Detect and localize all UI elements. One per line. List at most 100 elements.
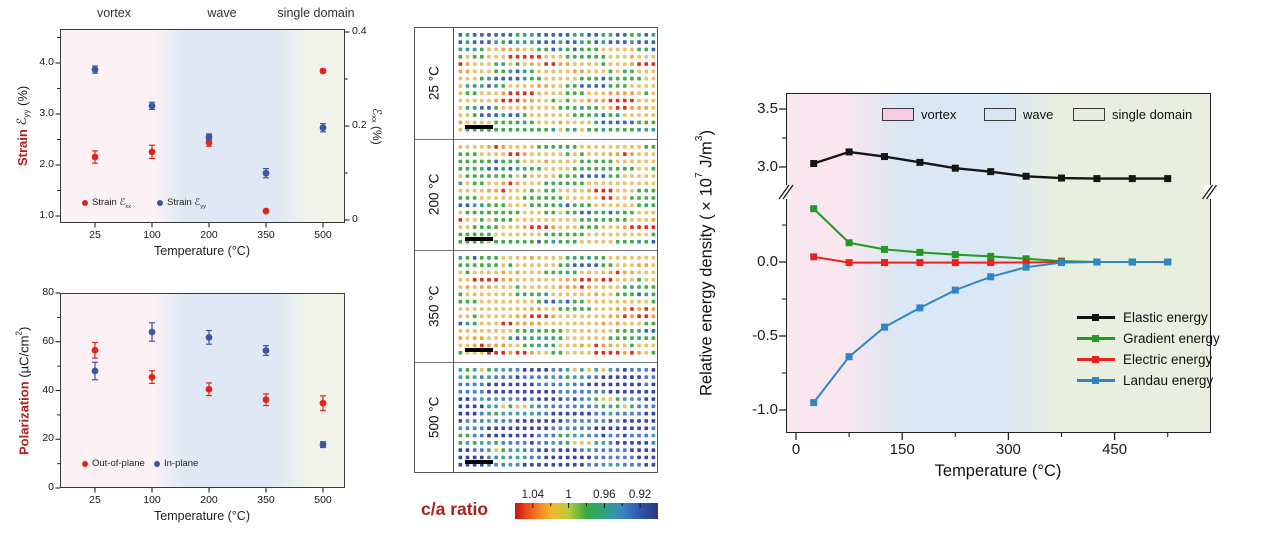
energy-y-tick-label: 0.0 — [757, 253, 778, 270]
region-legend-single-domain: single domain — [1073, 107, 1192, 122]
ca-map-label-500c: 500 °C — [426, 396, 442, 438]
polarization-plot — [55, 292, 345, 493]
polarization-plot-y-tick-label: 20 — [42, 432, 54, 445]
colorbar-tick-label: 0.92 — [628, 489, 652, 501]
energy-y-tick-label: -0.5 — [752, 327, 778, 344]
colorbar-ticks — [532, 503, 641, 508]
strain-plot-x-tick-label: 350 — [257, 229, 275, 241]
strain-x-axis-title: Temperature (°C) — [154, 244, 250, 258]
axis-break-mark — [1201, 184, 1218, 200]
ca-map-dots-200C — [458, 144, 656, 244]
ca-map-label-200c: 200 °C — [426, 173, 442, 215]
energy-series-landau-energy — [810, 258, 1172, 407]
gradient-energy-marker — [1092, 334, 1099, 342]
energy-y-axis-title: Relative energy density (×107 J/m3) — [693, 130, 716, 396]
electric-energy-marker — [1092, 355, 1099, 363]
landau-energy-marker — [1092, 376, 1099, 384]
strain-plot-y-tick-label: 4.0 — [39, 56, 54, 68]
single-domain-swatch — [1073, 108, 1105, 121]
ca-map-label-divider — [453, 27, 454, 473]
elastic-energy-marker — [1092, 313, 1099, 321]
polarization-plot-x-tick-label: 500 — [314, 494, 332, 506]
energy-x-tick-label: 450 — [1102, 441, 1128, 458]
ca-map-divider — [415, 250, 657, 251]
strain-plot-right-tick-label: 0 — [352, 213, 358, 225]
region-label-wave: wave — [207, 6, 237, 20]
polarization-plot-series-1 — [91, 322, 327, 449]
energy-y-tick-label: 3.0 — [757, 158, 778, 175]
ca-map-divider — [415, 138, 657, 140]
strain-plot-series-1 — [91, 65, 327, 179]
strain-plot-right-tick-label: 0.4 — [352, 25, 367, 37]
strain-plot-y-tick-label: 2.0 — [39, 158, 54, 170]
energy-x-axis-title: Temperature (°C) — [934, 462, 1062, 480]
strain-plot-y-tick-label: 3.0 — [39, 107, 54, 119]
energy-plot-svg — [778, 108, 1218, 440]
strain-plot-svg — [55, 31, 350, 228]
strain-right-axis-title: ℰxx (%) — [369, 107, 385, 145]
colorbar-tick-label: 1 — [565, 489, 572, 501]
landau-energy-line — [1077, 376, 1115, 384]
ca-map-dots-350C — [458, 256, 656, 355]
elastic-energy-line — [1077, 313, 1115, 321]
legend-landau-energy: Landau energy — [1077, 373, 1213, 388]
legend-elastic-energy: Elastic energy — [1077, 310, 1208, 325]
polarization-plot-svg — [55, 292, 327, 493]
energy-series-gradient-energy — [810, 205, 1172, 266]
colorbar-tick-label: 1.04 — [521, 489, 545, 501]
colorbar-tick-label: 0.96 — [593, 489, 616, 501]
polarization-plot-x-tick-label: 350 — [257, 494, 275, 506]
energy-x-tick-label: 0 — [791, 441, 801, 458]
axis-break-mark — [778, 184, 794, 200]
wave-swatch — [984, 108, 1016, 121]
polarization-plot-x-tick-label: 100 — [143, 494, 161, 506]
region-legend-vortex: vortex — [882, 107, 956, 122]
electric-energy-line — [1077, 355, 1115, 363]
region-legend-wave: wave — [984, 107, 1053, 122]
energy-x-tick-label: 150 — [889, 441, 915, 458]
polarization-plot-y-tick-label: 40 — [42, 383, 54, 396]
polarization-plot-series-0 — [91, 341, 327, 412]
energy-y-tick-label: 3.5 — [757, 100, 778, 117]
colorbar-title: c/a ratio — [421, 499, 489, 519]
legend-gradient-energy: Gradient energy — [1077, 331, 1220, 346]
legend-electric-energy: Electric energy — [1077, 352, 1212, 367]
legend-out-of-plane: Out-of-plane — [82, 458, 145, 469]
strain-plot-x-tick-label: 500 — [314, 229, 332, 241]
legend-strain-eyy-label: Strain ℰyy — [167, 197, 207, 210]
strain-plot-y-tick-label: 1.0 — [39, 209, 54, 221]
out-of-plane-marker — [82, 460, 88, 467]
energy-series-elastic-energy — [810, 148, 1172, 183]
strain-plot-x-tick-label: 25 — [89, 229, 101, 241]
vortex-swatch — [882, 108, 914, 121]
strain-plot-x-tick-label: 200 — [200, 229, 218, 241]
strain-plot — [55, 29, 350, 228]
energy-y-tick-label: -1.0 — [752, 401, 778, 418]
energy-x-tick-label: 300 — [995, 441, 1021, 458]
scale-bar — [465, 125, 493, 129]
polarization-plot-x-tick-label: 25 — [89, 494, 101, 506]
legend-strain-eyy: Strain ℰyy — [157, 197, 206, 210]
ca-map-dots-25C — [458, 33, 656, 132]
strain-plot-right-tick-label: 0.2 — [352, 119, 367, 131]
in-plane-marker — [154, 460, 160, 467]
polarization-plot-y-tick-label: 60 — [42, 334, 54, 347]
strain-plot-x-tick-label: 100 — [143, 229, 161, 241]
strain-exx-marker — [82, 200, 88, 207]
ca-map-label-350c: 350 °C — [426, 285, 442, 327]
ca-map-divider — [415, 361, 657, 363]
gradient-energy-line — [1077, 334, 1115, 342]
scale-bar — [465, 459, 493, 464]
strain-plot-series-0 — [91, 67, 327, 215]
region-label-vortex: vortex — [96, 6, 132, 20]
ca-ratio-colorbar — [515, 503, 658, 519]
legend-strain-exx: Strain ℰxx — [82, 197, 131, 210]
polarization-x-axis-title: Temperature (°C) — [154, 509, 250, 523]
energy-plot — [778, 93, 1218, 440]
polarization-plot-y-tick-label: 80 — [42, 286, 54, 298]
scale-bar — [465, 348, 493, 352]
ca-map-label-25c: 25 °C — [426, 66, 442, 100]
polarization-plot-y-tick-label: 0 — [48, 481, 54, 493]
polarization-plot-x-tick-label: 200 — [200, 494, 218, 506]
ca-map-panel-group — [414, 27, 658, 473]
